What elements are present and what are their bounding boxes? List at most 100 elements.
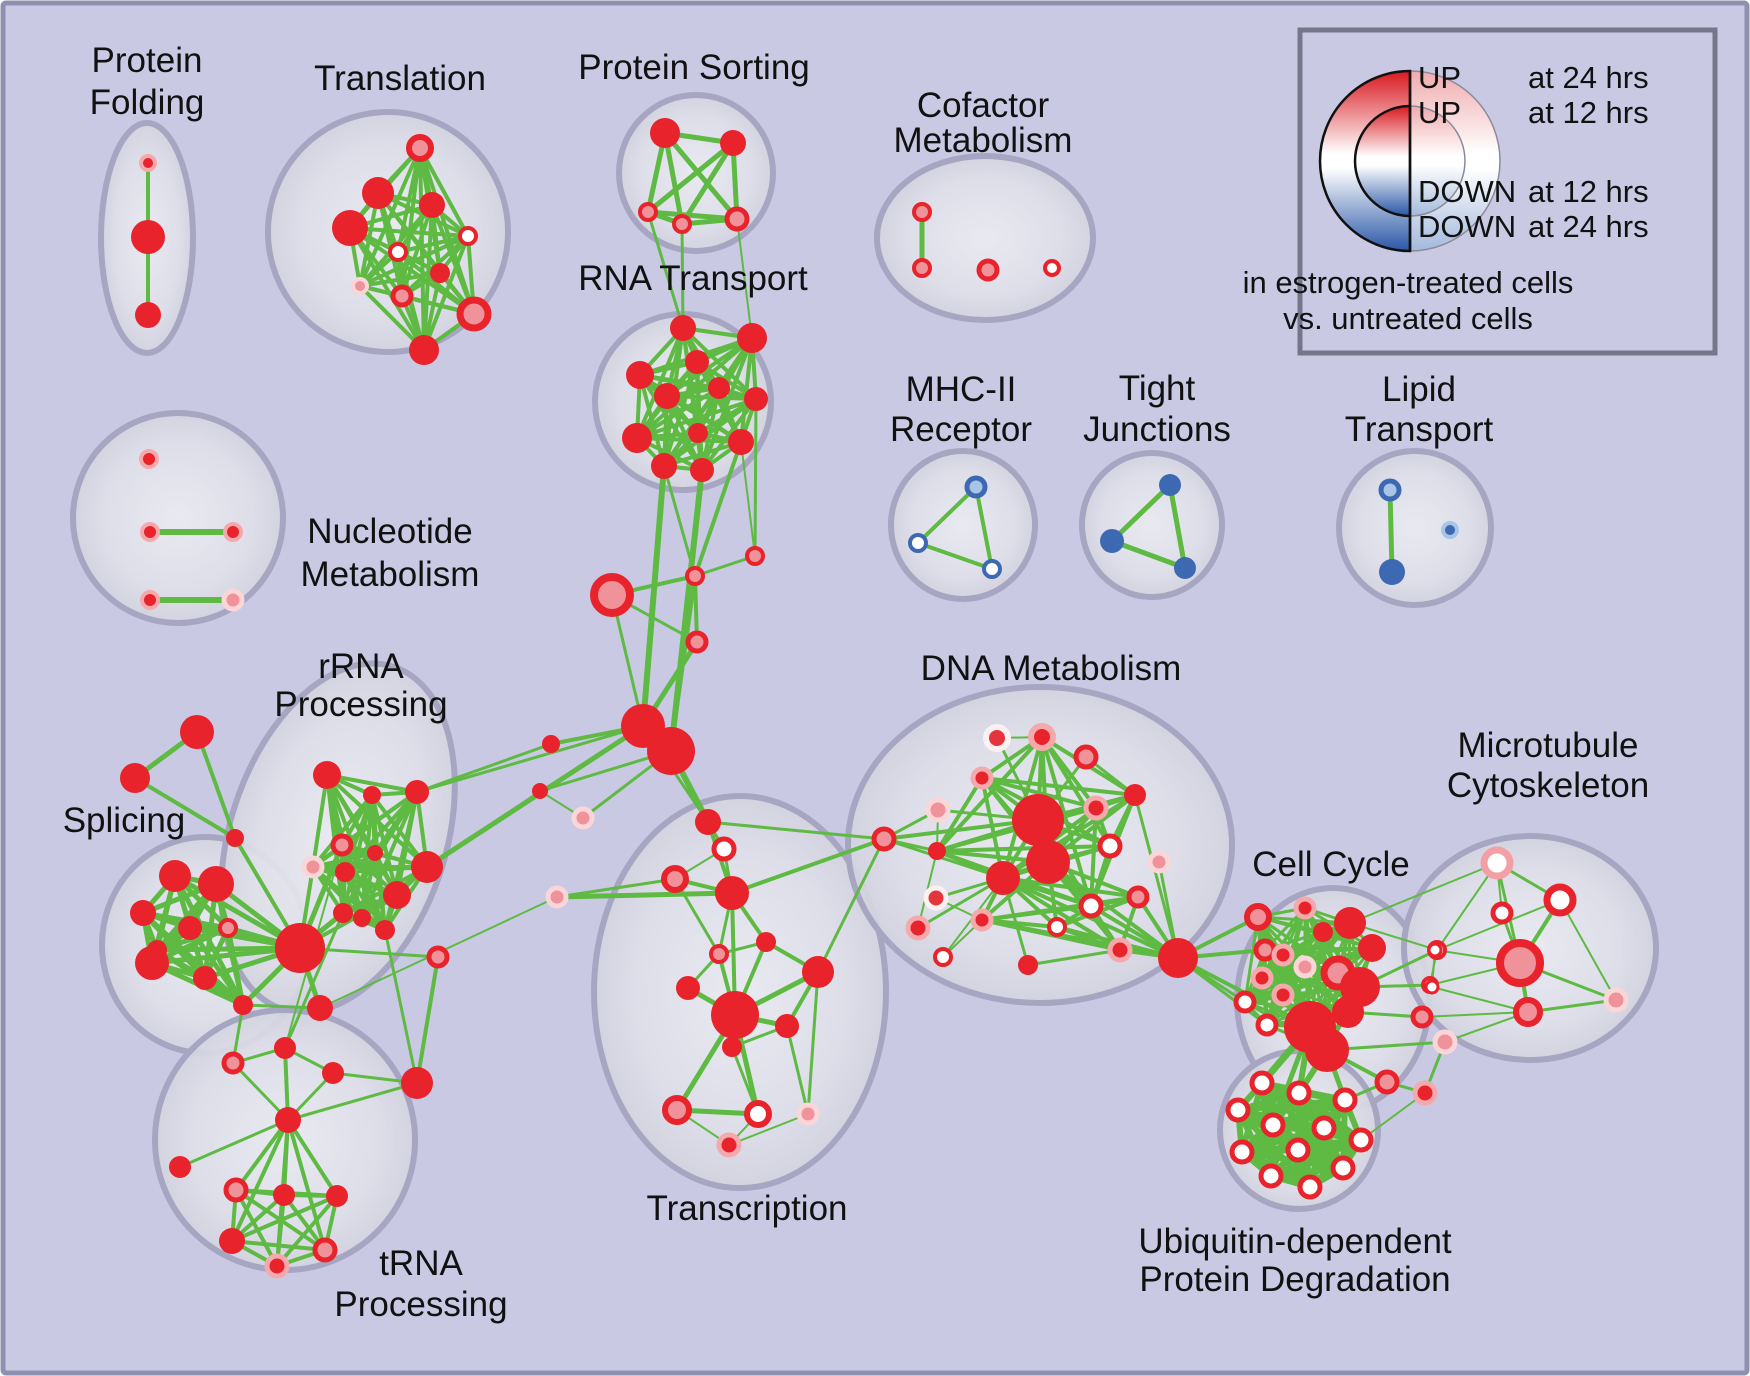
network-node-73 <box>363 786 381 804</box>
legend-inner-right-half <box>1409 105 1466 217</box>
network-node-47 <box>1441 521 1459 539</box>
network-edge <box>556 877 676 899</box>
network-edge <box>981 776 1136 797</box>
network-node-143 <box>1358 934 1386 962</box>
legend-direction-label: UP <box>1418 95 1461 130</box>
network-edge <box>936 844 1111 853</box>
network-node-74 <box>405 780 429 804</box>
network-node-68 <box>233 995 253 1015</box>
network-node-27 <box>654 383 680 409</box>
network-node-105 <box>802 956 834 988</box>
network-edge <box>673 878 721 955</box>
network-node-69 <box>307 995 333 1021</box>
network-edge <box>635 327 685 439</box>
cluster-label-rrna-processing: Processing <box>274 685 447 724</box>
network-edge <box>397 234 469 254</box>
network-edge <box>1387 489 1395 573</box>
cluster-label-lipid-transport: Transport <box>1345 410 1494 449</box>
cluster-label-rna-transport: RNA Transport <box>578 259 808 298</box>
network-node-115 <box>1028 723 1056 751</box>
network-node-51 <box>590 573 634 617</box>
network-edge <box>694 554 756 578</box>
network-node-168 <box>1249 1070 1275 1096</box>
network-node-24 <box>737 323 767 353</box>
network-node-144 <box>1293 955 1317 979</box>
network-node-70 <box>147 940 167 960</box>
network-edge <box>980 777 1005 879</box>
network-node-45 <box>1174 557 1196 579</box>
network-node-17 <box>672 214 692 234</box>
network-edge <box>662 132 685 225</box>
network-edge <box>1349 862 1498 924</box>
network-node-179 <box>1297 1174 1323 1200</box>
network-node-95 <box>312 1237 338 1263</box>
network-node-86 <box>274 1037 296 1059</box>
network-edge <box>1167 484 1188 569</box>
network-node-131 <box>1126 885 1150 909</box>
network-node-87 <box>322 1062 344 1084</box>
network-edge <box>806 971 820 1115</box>
cluster-label-nucleotide: Metabolism <box>301 555 480 594</box>
cluster-label-ubiquitin: Protein Degradation <box>1139 1260 1450 1299</box>
network-node-133 <box>1158 938 1198 978</box>
network-node-32 <box>728 429 754 455</box>
network-node-5 <box>419 192 445 218</box>
network-edge <box>341 852 377 914</box>
network-node-4 <box>362 177 394 209</box>
network-node-127 <box>1078 893 1104 919</box>
network-node-72 <box>313 761 341 789</box>
network-node-81 <box>353 909 371 927</box>
network-node-88 <box>401 1067 433 1099</box>
network-edge <box>1436 899 1561 951</box>
network-node-52 <box>685 630 709 654</box>
network-edge <box>234 1189 279 1267</box>
network-node-12 <box>456 296 492 332</box>
network-node-121 <box>1026 840 1070 884</box>
network-node-85 <box>221 1051 245 1075</box>
network-node-165 <box>1424 979 1440 995</box>
legend-footnote: vs. untreated cells <box>1283 301 1533 336</box>
network-edge <box>348 226 426 352</box>
network-node-59 <box>120 763 150 793</box>
cluster-label-dna-metabolism: DNA Metabolism <box>921 649 1182 688</box>
network-edge <box>1243 916 1260 1003</box>
network-edge <box>740 441 756 557</box>
network-edge <box>418 147 470 237</box>
network-edge <box>638 373 704 472</box>
cluster-label-lipid-transport: Lipid <box>1382 370 1456 409</box>
network-edge <box>646 141 735 214</box>
network-edge <box>681 326 758 401</box>
network-node-38 <box>140 590 160 610</box>
cluster-ellipse-tight-junctions <box>1079 450 1225 600</box>
network-edge <box>287 1081 418 1122</box>
network-edge <box>416 742 552 794</box>
cluster-label-protein-folding: Protein <box>92 41 203 80</box>
network-node-177 <box>1258 1163 1284 1189</box>
network-node-161 <box>1543 883 1577 917</box>
network-node-30 <box>622 423 652 453</box>
network-node-108 <box>722 1037 742 1057</box>
network-edge <box>707 820 885 841</box>
network-node-120 <box>1012 794 1064 846</box>
network-edge <box>917 541 993 571</box>
network-node-57 <box>571 806 595 830</box>
network-edge <box>234 1118 290 1192</box>
network-node-77 <box>335 862 355 882</box>
network-node-90 <box>169 1156 191 1178</box>
network-edge <box>935 776 984 853</box>
network-node-28 <box>708 377 730 399</box>
network-node-135 <box>933 947 953 967</box>
network-edge <box>133 776 237 840</box>
node-layer <box>120 118 1629 1279</box>
network-node-172 <box>1260 1112 1286 1138</box>
network-node-138 <box>1293 896 1317 920</box>
network-edge <box>1133 794 1180 959</box>
legend: UP at 24 hrs UP at 12 hrs DOWN at 12 hrs DOWN a… <box>1243 27 1718 356</box>
network-edge <box>736 218 753 339</box>
network-node-78 <box>367 845 383 861</box>
network-edge <box>647 209 738 222</box>
network-node-7 <box>458 226 478 246</box>
legend-box <box>1297 27 1718 356</box>
network-edge <box>700 397 758 472</box>
